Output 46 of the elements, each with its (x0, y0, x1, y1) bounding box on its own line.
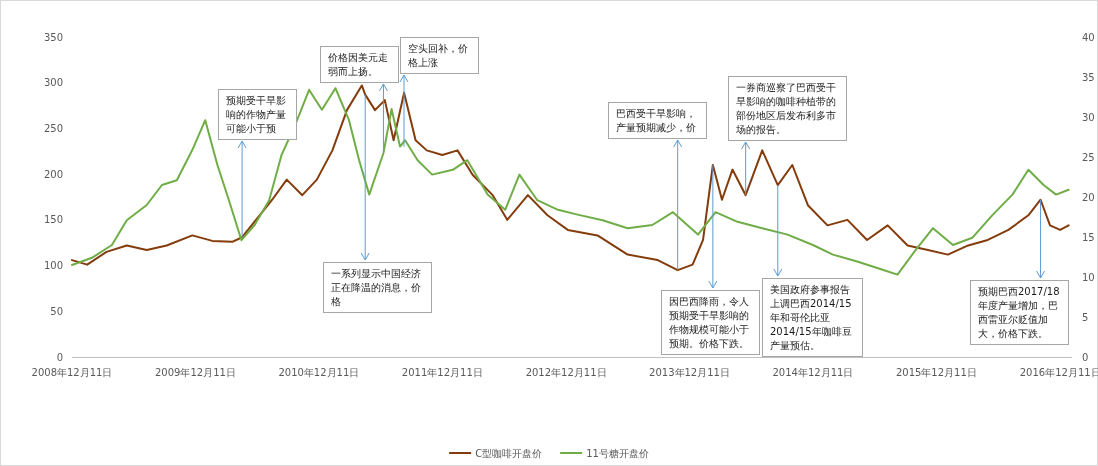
x-tick-label: 2008年12月11日 (31, 367, 113, 378)
y2-tick-label: 10 (1082, 271, 1095, 283)
x-tick-label: 2013年12月11日 (649, 367, 730, 378)
annotation: 一券商巡察了巴西受干旱影响的咖啡种植带的部份地区后发布利多市场的报告。 (728, 76, 847, 196)
annotation: 预期巴西2017/18年度产量增加，巴西雷亚尔贬值加大，价格下跌。 (970, 199, 1069, 345)
y2-tick-label: 15 (1082, 231, 1095, 243)
x-tick-label: 2015年12月11日 (895, 367, 977, 378)
x-tick-label: 2011年12月11日 (401, 367, 483, 378)
y-tick-label: 350 (43, 31, 63, 43)
y2-tick-label: 20 (1082, 191, 1095, 203)
annotation: 一券商巡察了巴西受干旱影响的咖啡种植带的部份地区后发布利多市场的报告。 (735, 82, 836, 135)
annotation: 价格因美元走弱而上扬。 (327, 52, 388, 77)
annotation: 价格因美元走弱而上扬。 (320, 46, 399, 154)
y2-tick-label: 25 (1082, 151, 1095, 163)
y-tick-label: 250 (43, 122, 63, 134)
annotation: 一系列显示中国经济正在降温的消息，价格 (330, 268, 421, 307)
x-tick-label: 2012年12月11日 (525, 367, 607, 378)
y2-tick-label: 0 (1082, 351, 1089, 363)
y2-tick-label: 30 (1082, 111, 1095, 123)
y-tick-label: 300 (43, 77, 63, 89)
y-tick-label: 150 (43, 214, 63, 226)
annotation: 因巴西降雨，令人预期受干旱影响的作物规模可能小于预期。价格下跌。 (668, 296, 749, 349)
annotation: 美国政府参事报告上调巴西2014/15年和哥伦比亚2014/15年咖啡豆产量预估。 (762, 184, 863, 357)
y-tick-label: 0 (56, 351, 63, 363)
annotation: 预期巴西2017/18年度产量增加，巴西雷亚尔贬值加大，价格下跌。 (978, 286, 1060, 339)
annotation: 美国政府参事报告上调巴西2014/15年和哥伦比亚2014/15年咖啡豆产量预估。 (770, 284, 852, 351)
x-tick-label: 2009年12月11日 (154, 367, 236, 378)
annotation: 预期受干旱影响的作物产量可能小于预 (218, 89, 297, 238)
annotation: 预期受干旱影响的作物产量可能小于预 (226, 95, 286, 134)
annotation: 因巴西降雨，令人预期受干旱影响的作物规模可能小于预期。价格下跌。 (661, 164, 760, 355)
y2-tick-label: 5 (1082, 311, 1089, 323)
y-tick-label: 200 (43, 168, 63, 180)
x-tick-label: 2010年12月11日 (278, 367, 360, 378)
annotation: 巴西受干旱影响，产量预期减少，价 (616, 108, 696, 133)
annotation: 空头回补，价格上涨 (407, 43, 468, 68)
y-tick-label: 100 (43, 260, 63, 272)
y2-tick-label: 40 (1082, 31, 1095, 43)
annotation: 空头回补，价格上涨 (399, 37, 479, 148)
x-tick-label: 2016年12月11日 (1019, 367, 1098, 378)
y2-tick-label: 35 (1082, 71, 1095, 83)
legend-label: C型咖啡开盘价 (475, 447, 543, 459)
annotation: 一系列显示中国经济正在降温的消息，价格 (323, 94, 432, 313)
y-tick-label: 50 (50, 305, 63, 317)
x-tick-label: 2014年12月11日 (772, 367, 854, 378)
annotation: 巴西受干旱影响，产量预期减少，价 (608, 102, 707, 271)
legend-label: 11号糖开盘价 (586, 447, 649, 459)
